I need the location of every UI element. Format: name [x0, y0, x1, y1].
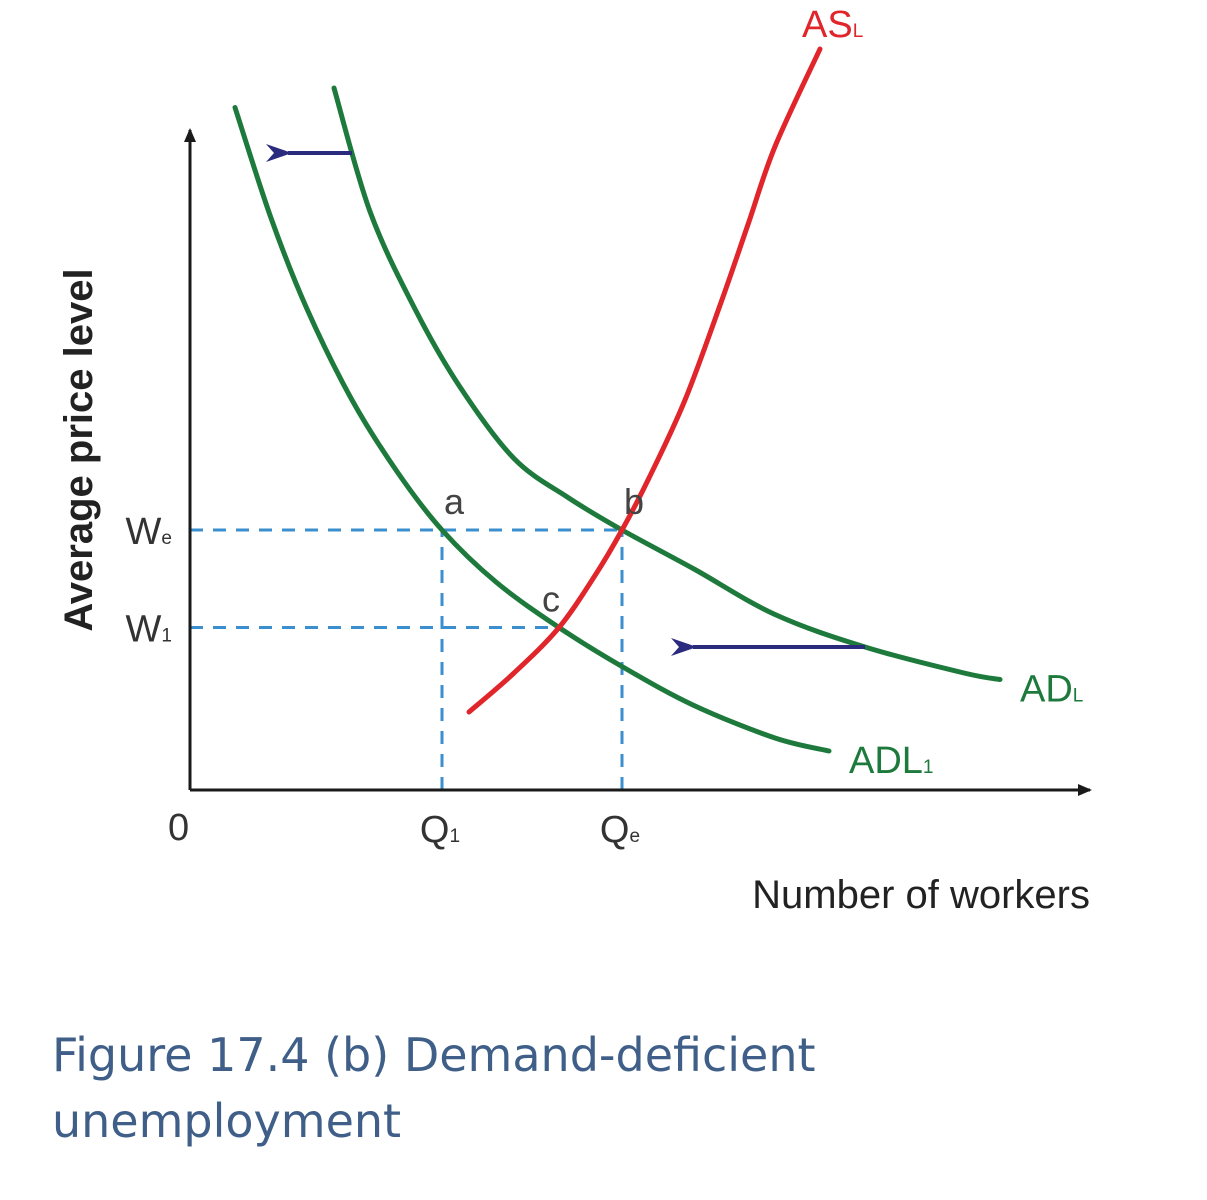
curve-label-ADL1: ADL1: [849, 740, 934, 782]
figure-caption: Figure 17.4 (b) Demand-deficient unemplo…: [52, 1028, 816, 1148]
axes: [184, 128, 1092, 796]
point-label-a: a: [444, 481, 465, 522]
y-axis-title: Average price level: [57, 268, 101, 631]
origin-label: 0: [168, 807, 189, 849]
chart-labels: ADL1 ADL ASL Average price level Number of w…: [57, 4, 1090, 917]
point-label-b: b: [624, 481, 644, 522]
curves: [232, 46, 1003, 754]
y-tick-W1: W1: [126, 609, 172, 651]
curve-ADL: [331, 85, 1003, 682]
point-label-c: c: [542, 579, 560, 620]
curve-label-ADL: ADL: [1020, 669, 1083, 711]
chart: ADL1 ADL ASL Average price level Number of w…: [57, 4, 1092, 917]
x-tick-Qe: Qe: [600, 809, 640, 851]
x-tick-Q1: Q1: [420, 809, 460, 851]
reference-lines: [190, 528, 624, 790]
shift-arrows: [266, 144, 865, 656]
curve-label-ASL: ASL: [802, 4, 863, 46]
y-tick-We: We: [126, 511, 172, 553]
x-axis-title: Number of workers: [752, 873, 1090, 917]
curve-ASL: [466, 46, 823, 715]
curve-ADL1: [232, 105, 832, 754]
